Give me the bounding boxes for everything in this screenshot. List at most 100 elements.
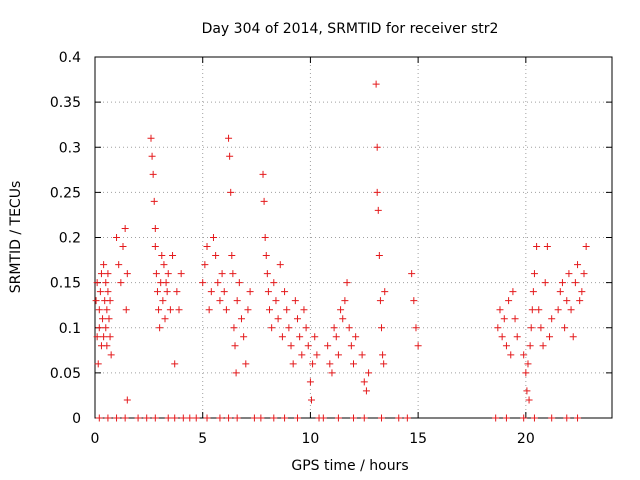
data-point — [520, 351, 528, 359]
data-point — [264, 288, 272, 296]
data-point — [379, 351, 387, 359]
data-point — [270, 279, 278, 287]
data-point — [580, 270, 588, 278]
data-point — [558, 279, 566, 287]
data-point — [548, 315, 556, 323]
y-tick-label: 0.05 — [50, 366, 81, 382]
data-point — [313, 351, 321, 359]
data-point — [216, 414, 224, 422]
data-point — [199, 279, 207, 287]
data-point — [533, 243, 541, 251]
data-point — [278, 333, 286, 341]
data-point — [102, 324, 110, 332]
data-point — [94, 360, 102, 368]
data-point — [302, 324, 310, 332]
data-point — [260, 197, 268, 205]
y-tick-label: 0.1 — [59, 321, 81, 337]
data-point — [265, 306, 273, 314]
data-point — [107, 351, 115, 359]
data-point — [563, 297, 571, 305]
data-point — [104, 288, 112, 296]
data-point — [373, 188, 381, 196]
data-point — [95, 324, 103, 332]
data-point — [151, 414, 159, 422]
y-axis-label: SRMTID / TECUs — [8, 181, 24, 294]
data-point — [226, 152, 234, 160]
data-point — [358, 351, 366, 359]
data-point — [104, 270, 112, 278]
data-point — [121, 414, 129, 422]
data-point — [212, 252, 220, 260]
data-point — [395, 414, 403, 422]
data-point — [529, 288, 537, 296]
data-point — [578, 288, 586, 296]
data-point — [99, 315, 107, 323]
data-point — [119, 243, 127, 251]
data-point — [334, 414, 342, 422]
data-point — [289, 360, 297, 368]
data-point — [311, 333, 319, 341]
data-point — [152, 270, 160, 278]
data-point — [309, 360, 317, 368]
data-point — [378, 414, 386, 422]
y-tick-label: 0.25 — [50, 185, 81, 201]
y-tick-label: 0.4 — [59, 50, 81, 66]
data-point — [276, 261, 284, 269]
data-point — [257, 414, 265, 422]
data-point — [203, 414, 211, 422]
y-tick-label: 0.15 — [50, 276, 81, 292]
data-point — [100, 333, 108, 341]
data-point — [220, 288, 228, 296]
data-point — [524, 360, 532, 368]
y-tick-label: 0.2 — [59, 231, 81, 247]
data-point — [337, 306, 345, 314]
data-point — [293, 315, 301, 323]
y-ticks: 0 0.05 0.1 0.15 0.2 0.25 0.3 0.35 0.4 — [50, 50, 612, 427]
data-point — [373, 143, 381, 151]
data-point — [281, 414, 289, 422]
data-point — [268, 324, 276, 332]
data-point — [509, 288, 517, 296]
data-point — [293, 414, 301, 422]
data-point — [502, 414, 510, 422]
data-point — [378, 324, 386, 332]
data-point — [339, 315, 347, 323]
data-point — [543, 243, 551, 251]
data-point — [92, 297, 100, 305]
data-point — [123, 270, 131, 278]
data-point — [582, 243, 590, 251]
data-point — [343, 279, 351, 287]
data-point — [330, 324, 338, 332]
data-point — [242, 360, 250, 368]
data-point — [505, 297, 513, 305]
data-point — [106, 333, 114, 341]
data-point — [307, 396, 315, 404]
y-tick-label: 0.35 — [50, 95, 81, 111]
data-point — [233, 414, 241, 422]
data-point — [374, 206, 382, 214]
data-point — [412, 324, 420, 332]
data-point — [403, 414, 411, 422]
data-point — [95, 414, 103, 422]
data-point — [203, 243, 211, 251]
data-point — [574, 414, 582, 422]
data-point — [324, 342, 332, 350]
data-point — [155, 306, 163, 314]
data-point — [561, 324, 569, 332]
data-point — [410, 297, 418, 305]
data-point — [328, 369, 336, 377]
data-point — [285, 324, 293, 332]
data-point — [246, 288, 254, 296]
data-point — [123, 396, 131, 404]
data-point — [95, 306, 103, 314]
data-point — [113, 414, 121, 422]
data-point — [372, 80, 380, 88]
data-point — [96, 288, 104, 296]
data-point — [565, 270, 573, 278]
data-point — [350, 360, 357, 368]
data-point — [537, 324, 545, 332]
data-point — [186, 414, 194, 422]
data-point — [380, 360, 388, 368]
data-point — [225, 414, 233, 422]
data-point — [179, 414, 187, 422]
